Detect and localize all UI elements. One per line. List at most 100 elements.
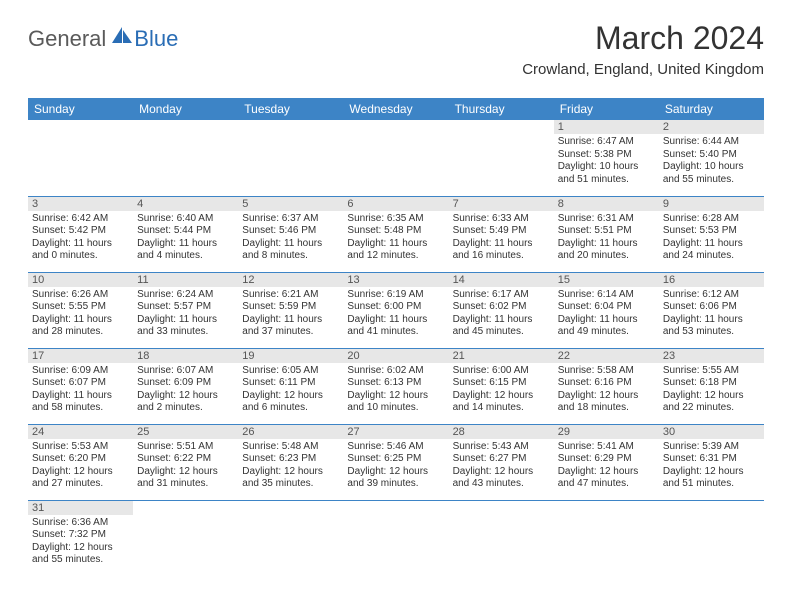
sunrise-line: Sunrise: 5:41 AM xyxy=(558,441,655,454)
sunrise-line: Sunrise: 5:53 AM xyxy=(32,441,129,454)
day-number: 24 xyxy=(28,425,133,439)
calendar-cell: 28Sunrise: 5:43 AMSunset: 6:27 PMDayligh… xyxy=(449,424,554,500)
sunset-line: Sunset: 6:23 PM xyxy=(242,453,339,466)
calendar-cell: 6Sunrise: 6:35 AMSunset: 5:48 PMDaylight… xyxy=(343,196,448,272)
daylight-line: Daylight: 12 hours and 18 minutes. xyxy=(558,390,655,415)
calendar-cell: 20Sunrise: 6:02 AMSunset: 6:13 PMDayligh… xyxy=(343,348,448,424)
day-number: 15 xyxy=(554,273,659,287)
day-number xyxy=(238,120,343,134)
daylight-line: Daylight: 11 hours and 12 minutes. xyxy=(347,238,444,263)
calendar-row: 31Sunrise: 6:36 AMSunset: 7:32 PMDayligh… xyxy=(28,500,764,576)
day-body: Sunrise: 6:24 AMSunset: 5:57 PMDaylight:… xyxy=(133,287,238,343)
day-body: Sunrise: 6:31 AMSunset: 5:51 PMDaylight:… xyxy=(554,211,659,267)
day-header: Saturday xyxy=(659,98,764,120)
calendar-cell: 1Sunrise: 6:47 AMSunset: 5:38 PMDaylight… xyxy=(554,120,659,196)
day-number: 17 xyxy=(28,349,133,363)
day-body: Sunrise: 5:58 AMSunset: 6:16 PMDaylight:… xyxy=(554,363,659,419)
sunrise-line: Sunrise: 6:21 AM xyxy=(242,289,339,302)
day-body: Sunrise: 5:55 AMSunset: 6:18 PMDaylight:… xyxy=(659,363,764,419)
day-number: 14 xyxy=(449,273,554,287)
day-number xyxy=(133,501,238,515)
daylight-line: Daylight: 12 hours and 6 minutes. xyxy=(242,390,339,415)
calendar-row: 1Sunrise: 6:47 AMSunset: 5:38 PMDaylight… xyxy=(28,120,764,196)
day-number: 8 xyxy=(554,197,659,211)
calendar-cell: 19Sunrise: 6:05 AMSunset: 6:11 PMDayligh… xyxy=(238,348,343,424)
day-number: 10 xyxy=(28,273,133,287)
calendar-cell: 4Sunrise: 6:40 AMSunset: 5:44 PMDaylight… xyxy=(133,196,238,272)
calendar-cell: 14Sunrise: 6:17 AMSunset: 6:02 PMDayligh… xyxy=(449,272,554,348)
day-number: 18 xyxy=(133,349,238,363)
sunrise-line: Sunrise: 6:09 AM xyxy=(32,365,129,378)
daylight-line: Daylight: 11 hours and 28 minutes. xyxy=(32,314,129,339)
day-number: 9 xyxy=(659,197,764,211)
sunrise-line: Sunrise: 6:33 AM xyxy=(453,213,550,226)
day-number: 4 xyxy=(133,197,238,211)
header: General Blue March 2024 Crowland, Englan… xyxy=(0,0,792,86)
daylight-line: Daylight: 11 hours and 49 minutes. xyxy=(558,314,655,339)
daylight-line: Daylight: 12 hours and 35 minutes. xyxy=(242,466,339,491)
sunset-line: Sunset: 6:15 PM xyxy=(453,377,550,390)
daylight-line: Daylight: 12 hours and 2 minutes. xyxy=(137,390,234,415)
day-body: Sunrise: 6:12 AMSunset: 6:06 PMDaylight:… xyxy=(659,287,764,343)
daylight-line: Daylight: 12 hours and 27 minutes. xyxy=(32,466,129,491)
sunset-line: Sunset: 6:25 PM xyxy=(347,453,444,466)
day-body: Sunrise: 6:00 AMSunset: 6:15 PMDaylight:… xyxy=(449,363,554,419)
sunset-line: Sunset: 6:09 PM xyxy=(137,377,234,390)
daylight-line: Daylight: 11 hours and 37 minutes. xyxy=(242,314,339,339)
sunset-line: Sunset: 5:48 PM xyxy=(347,225,444,238)
day-body: Sunrise: 5:43 AMSunset: 6:27 PMDaylight:… xyxy=(449,439,554,495)
sunset-line: Sunset: 5:42 PM xyxy=(32,225,129,238)
daylight-line: Daylight: 11 hours and 24 minutes. xyxy=(663,238,760,263)
sunrise-line: Sunrise: 6:36 AM xyxy=(32,517,129,530)
day-number: 29 xyxy=(554,425,659,439)
daylight-line: Daylight: 12 hours and 47 minutes. xyxy=(558,466,655,491)
calendar-cell: 21Sunrise: 6:00 AMSunset: 6:15 PMDayligh… xyxy=(449,348,554,424)
calendar-cell xyxy=(343,120,448,196)
sunrise-line: Sunrise: 6:26 AM xyxy=(32,289,129,302)
day-number xyxy=(343,120,448,134)
calendar-cell: 26Sunrise: 5:48 AMSunset: 6:23 PMDayligh… xyxy=(238,424,343,500)
day-body: Sunrise: 6:44 AMSunset: 5:40 PMDaylight:… xyxy=(659,134,764,190)
day-header: Sunday xyxy=(28,98,133,120)
location: Crowland, England, United Kingdom xyxy=(522,61,764,78)
daylight-line: Daylight: 11 hours and 53 minutes. xyxy=(663,314,760,339)
day-body: Sunrise: 6:37 AMSunset: 5:46 PMDaylight:… xyxy=(238,211,343,267)
calendar-cell xyxy=(449,500,554,576)
sunset-line: Sunset: 6:13 PM xyxy=(347,377,444,390)
calendar-cell: 7Sunrise: 6:33 AMSunset: 5:49 PMDaylight… xyxy=(449,196,554,272)
day-number xyxy=(554,501,659,515)
sunset-line: Sunset: 6:18 PM xyxy=(663,377,760,390)
daylight-line: Daylight: 12 hours and 55 minutes. xyxy=(32,542,129,567)
sunset-line: Sunset: 5:55 PM xyxy=(32,301,129,314)
day-body: Sunrise: 6:42 AMSunset: 5:42 PMDaylight:… xyxy=(28,211,133,267)
sunset-line: Sunset: 5:49 PM xyxy=(453,225,550,238)
calendar-table: Sunday Monday Tuesday Wednesday Thursday… xyxy=(28,98,764,576)
day-body: Sunrise: 6:02 AMSunset: 6:13 PMDaylight:… xyxy=(343,363,448,419)
calendar-cell: 2Sunrise: 6:44 AMSunset: 5:40 PMDaylight… xyxy=(659,120,764,196)
calendar-cell: 22Sunrise: 5:58 AMSunset: 6:16 PMDayligh… xyxy=(554,348,659,424)
sunset-line: Sunset: 6:31 PM xyxy=(663,453,760,466)
day-number: 26 xyxy=(238,425,343,439)
sunrise-line: Sunrise: 5:46 AM xyxy=(347,441,444,454)
daylight-line: Daylight: 11 hours and 33 minutes. xyxy=(137,314,234,339)
sunrise-line: Sunrise: 6:17 AM xyxy=(453,289,550,302)
calendar-cell: 11Sunrise: 6:24 AMSunset: 5:57 PMDayligh… xyxy=(133,272,238,348)
day-body: Sunrise: 6:14 AMSunset: 6:04 PMDaylight:… xyxy=(554,287,659,343)
sunrise-line: Sunrise: 5:55 AM xyxy=(663,365,760,378)
calendar-row: 17Sunrise: 6:09 AMSunset: 6:07 PMDayligh… xyxy=(28,348,764,424)
calendar-cell: 25Sunrise: 5:51 AMSunset: 6:22 PMDayligh… xyxy=(133,424,238,500)
sunrise-line: Sunrise: 6:24 AM xyxy=(137,289,234,302)
sunrise-line: Sunrise: 6:35 AM xyxy=(347,213,444,226)
daylight-line: Daylight: 11 hours and 41 minutes. xyxy=(347,314,444,339)
daylight-line: Daylight: 12 hours and 39 minutes. xyxy=(347,466,444,491)
day-number: 31 xyxy=(28,501,133,515)
calendar-cell xyxy=(133,120,238,196)
calendar-cell xyxy=(238,120,343,196)
sunrise-line: Sunrise: 5:51 AM xyxy=(137,441,234,454)
daylight-line: Daylight: 11 hours and 8 minutes. xyxy=(242,238,339,263)
daylight-line: Daylight: 11 hours and 4 minutes. xyxy=(137,238,234,263)
calendar-cell: 12Sunrise: 6:21 AMSunset: 5:59 PMDayligh… xyxy=(238,272,343,348)
day-body: Sunrise: 5:51 AMSunset: 6:22 PMDaylight:… xyxy=(133,439,238,495)
day-number: 7 xyxy=(449,197,554,211)
calendar-cell: 29Sunrise: 5:41 AMSunset: 6:29 PMDayligh… xyxy=(554,424,659,500)
